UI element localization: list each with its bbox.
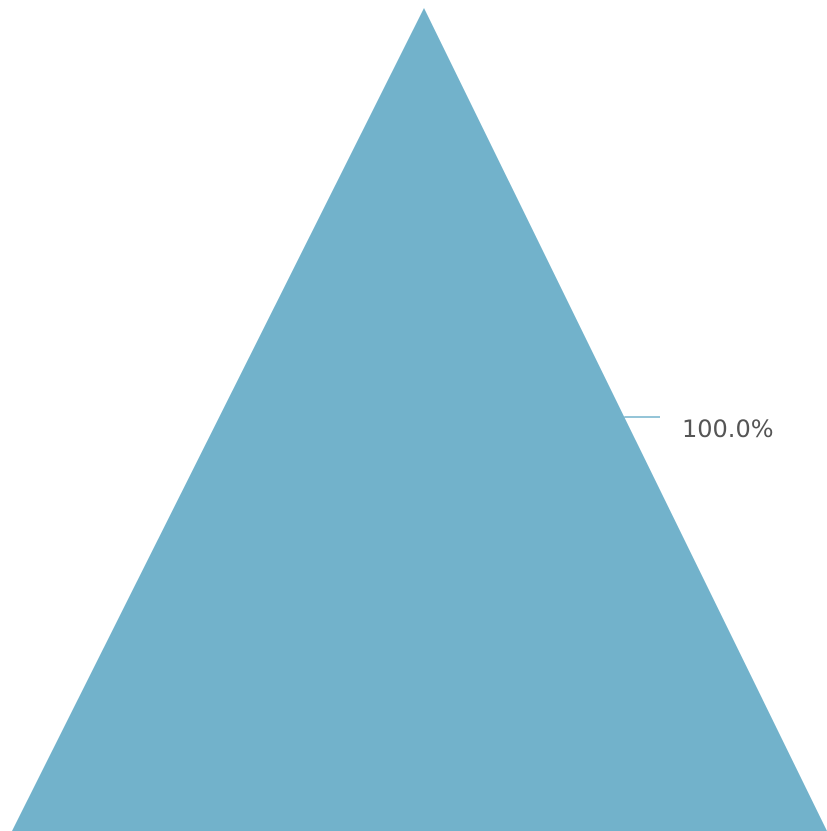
pyramid-segments <box>12 8 827 831</box>
data-label-segment-1: 100.0% <box>682 415 774 443</box>
pyramid-segment-1 <box>12 8 827 831</box>
